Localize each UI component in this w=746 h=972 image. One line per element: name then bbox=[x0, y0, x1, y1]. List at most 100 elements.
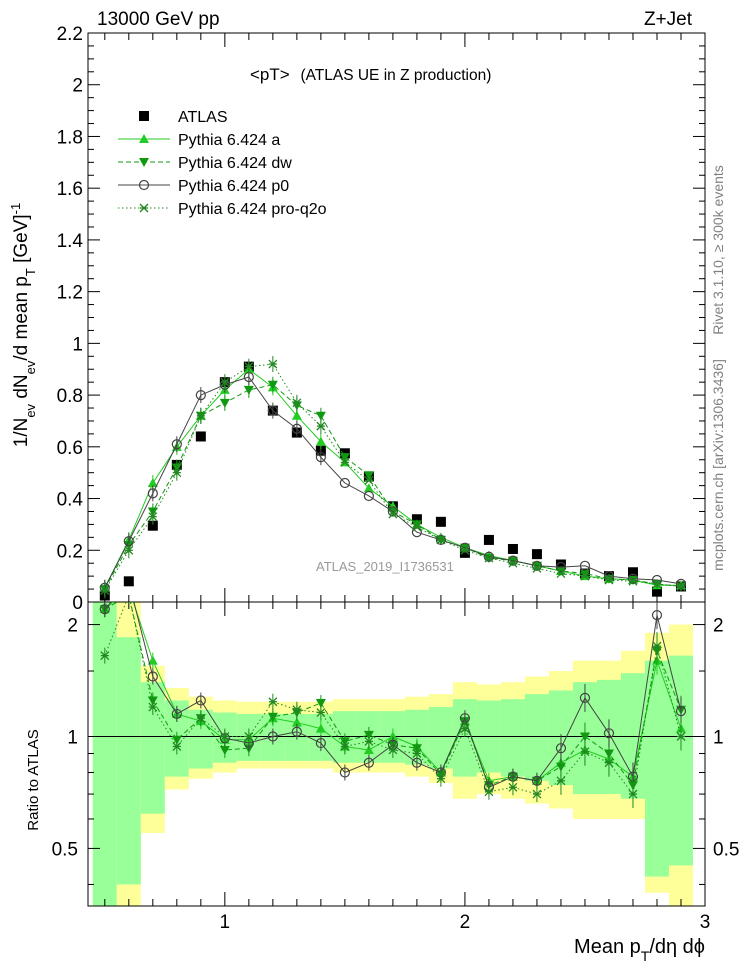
ratio-uncertainty-bands bbox=[88, 602, 705, 906]
band-green-bin bbox=[116, 637, 141, 885]
mc-point bbox=[531, 560, 543, 571]
y-tick-label: 0.8 bbox=[57, 386, 83, 407]
ratio-point bbox=[219, 745, 230, 755]
x-tick-label: 2 bbox=[460, 912, 471, 933]
legend-label: Pythia 6.424 p0 bbox=[178, 178, 289, 195]
ratio-point bbox=[604, 758, 614, 768]
band-green-bin bbox=[428, 707, 453, 769]
ratio-point bbox=[291, 717, 302, 727]
y-tick-label: 0.2 bbox=[57, 541, 83, 562]
plot-title: <pT> (ATLAS UE in Z production) bbox=[250, 65, 491, 84]
ratio-point bbox=[363, 744, 374, 754]
ratio-point bbox=[652, 641, 662, 651]
mc-point bbox=[387, 506, 398, 517]
ratio-point bbox=[148, 702, 158, 712]
ratio-point bbox=[412, 749, 422, 758]
ratio-point bbox=[99, 604, 110, 615]
y-tick-label: 0.6 bbox=[57, 438, 83, 459]
ratio-point bbox=[651, 610, 663, 621]
ratio-tick-label-right: 2 bbox=[713, 616, 724, 637]
mc-point bbox=[676, 582, 686, 591]
mc-point bbox=[507, 555, 519, 566]
plot-title-main: <pT> bbox=[250, 65, 290, 84]
mc-point bbox=[436, 535, 446, 545]
ratio-series bbox=[99, 602, 687, 809]
band-green-bin bbox=[524, 694, 549, 781]
ratio-tick-label: 1 bbox=[67, 727, 78, 748]
mc-point bbox=[556, 569, 566, 579]
ratio-point bbox=[508, 782, 518, 792]
ratio-point bbox=[267, 712, 278, 722]
ratio-point bbox=[460, 724, 470, 734]
mc-point bbox=[459, 542, 471, 553]
ratio-point bbox=[555, 743, 567, 754]
ratio-point bbox=[147, 671, 158, 682]
legend: ATLAS Pythia 6.424 a Pythia 6.424 dw Pythia… bbox=[118, 109, 327, 218]
mc-point bbox=[340, 457, 350, 467]
data-point bbox=[459, 547, 470, 558]
ratio-point bbox=[579, 692, 591, 703]
legend-label: Pythia 6.424 dw bbox=[178, 155, 292, 172]
mc-point bbox=[363, 490, 374, 502]
series-line bbox=[104, 376, 682, 589]
mc-point bbox=[363, 471, 374, 481]
ratio-point bbox=[100, 651, 110, 661]
ratio-point bbox=[147, 655, 158, 665]
ratio-point bbox=[531, 775, 543, 786]
data-point bbox=[147, 520, 158, 531]
data-point bbox=[123, 576, 134, 587]
ratio-point bbox=[267, 731, 278, 742]
legend-label: Pythia 6.424 pro-q2o bbox=[178, 201, 327, 218]
legend-marker bbox=[139, 134, 149, 143]
mc-point bbox=[435, 534, 447, 546]
ratio-point bbox=[675, 706, 687, 717]
ratio-point bbox=[628, 789, 638, 799]
legend-label: Pythia 6.424 a bbox=[178, 132, 280, 149]
data-point bbox=[483, 534, 494, 545]
mc-point bbox=[339, 453, 350, 463]
ratio-point bbox=[315, 723, 326, 733]
mcplots-label: mcplots.cern.ch [arXiv:1306.3436] bbox=[710, 359, 726, 571]
mc-point bbox=[484, 553, 494, 563]
axes: 0 0.2 0.4 0.6 0.8 1 1.2 1.4 1.6 1.8 2 2.2 1 2 3 0.5 0.5 1… bbox=[52, 24, 740, 933]
mc-point bbox=[628, 576, 638, 586]
ratio-point bbox=[579, 732, 590, 742]
x-tick-label: 3 bbox=[700, 912, 711, 933]
ratio-point bbox=[556, 776, 566, 786]
ratio-point bbox=[340, 742, 350, 751]
y-tick-label: 2.2 bbox=[57, 24, 83, 45]
data-point bbox=[195, 431, 206, 442]
data-point bbox=[531, 549, 542, 560]
y-tick-label: 1.2 bbox=[57, 283, 83, 304]
ratio-point bbox=[268, 697, 278, 707]
ratio-point bbox=[388, 745, 398, 755]
mc-point bbox=[675, 578, 687, 589]
mc-point bbox=[412, 522, 422, 532]
y-tick-label: 2 bbox=[72, 76, 83, 97]
y-tick-label: 0.4 bbox=[57, 490, 84, 511]
data-point bbox=[627, 567, 638, 578]
mc-point bbox=[652, 579, 662, 589]
ratio-tick-label: 2 bbox=[67, 616, 78, 637]
mc-point bbox=[555, 561, 567, 573]
ratio-point bbox=[339, 767, 350, 778]
ratio-point bbox=[316, 708, 326, 717]
x-tick-label: 1 bbox=[220, 912, 231, 933]
ratio-tick-label-right: 1 bbox=[713, 727, 724, 748]
data-point bbox=[435, 516, 446, 527]
plot-title-sub: (ATLAS UE in Z production) bbox=[300, 67, 491, 84]
legend-label: ATLAS bbox=[178, 109, 228, 126]
ratio-tick-label: 0.5 bbox=[52, 839, 78, 860]
data-point bbox=[555, 559, 566, 570]
ratio-point bbox=[315, 699, 326, 709]
data-point bbox=[507, 543, 518, 554]
ratio-point bbox=[532, 789, 542, 799]
data-point bbox=[651, 586, 662, 597]
ratio-tick-label-right: 0.5 bbox=[713, 839, 739, 860]
energy-label: 13000 GeV pp bbox=[97, 9, 220, 30]
ratio-point bbox=[172, 742, 182, 751]
ratio-point bbox=[484, 787, 494, 797]
mc-point bbox=[364, 475, 374, 485]
process-label: Z+Jet bbox=[644, 9, 693, 30]
